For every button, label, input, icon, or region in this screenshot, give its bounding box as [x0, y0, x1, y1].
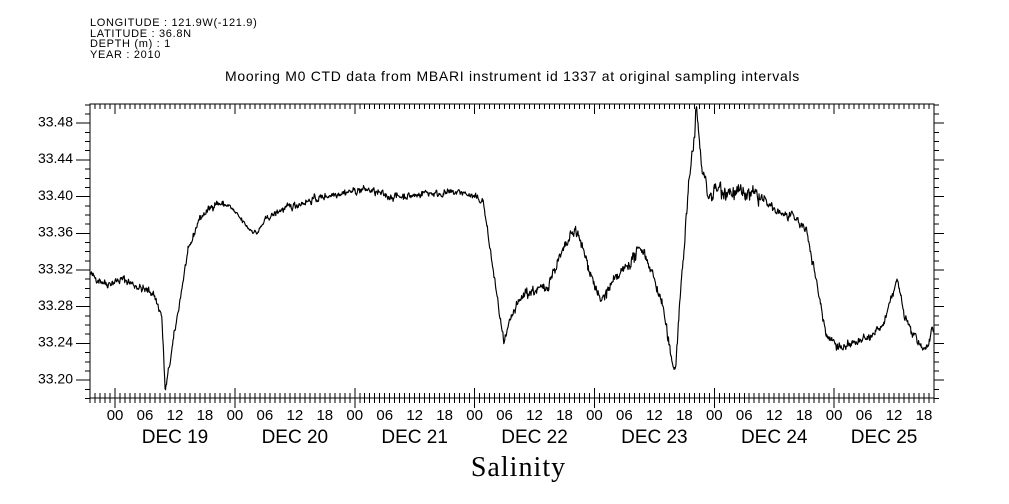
svg-text:00: 00	[107, 407, 124, 424]
svg-text:12: 12	[766, 407, 783, 424]
svg-text:00: 00	[826, 407, 843, 424]
svg-text:06: 06	[137, 407, 154, 424]
svg-text:18: 18	[436, 407, 453, 424]
svg-text:DEC 22: DEC 22	[501, 427, 568, 448]
svg-text:33.36: 33.36	[38, 224, 73, 240]
svg-text:33.32: 33.32	[38, 260, 73, 276]
svg-text:33.28: 33.28	[38, 297, 73, 313]
svg-text:12: 12	[167, 407, 184, 424]
svg-text:33.20: 33.20	[38, 370, 73, 386]
svg-text:33.48: 33.48	[38, 114, 73, 130]
svg-text:12: 12	[406, 407, 423, 424]
svg-text:06: 06	[257, 407, 274, 424]
svg-text:18: 18	[796, 407, 813, 424]
svg-text:12: 12	[886, 407, 903, 424]
svg-text:06: 06	[496, 407, 513, 424]
svg-text:33.24: 33.24	[38, 334, 73, 350]
svg-text:06: 06	[856, 407, 873, 424]
svg-text:18: 18	[916, 407, 933, 424]
svg-text:DEC 21: DEC 21	[381, 427, 448, 448]
svg-text:06: 06	[736, 407, 753, 424]
svg-text:12: 12	[286, 407, 303, 424]
svg-text:00: 00	[706, 407, 723, 424]
svg-text:DEC 25: DEC 25	[851, 427, 918, 448]
svg-text:18: 18	[316, 407, 333, 424]
svg-text:DEC 23: DEC 23	[621, 427, 688, 448]
svg-text:12: 12	[526, 407, 543, 424]
svg-text:18: 18	[676, 407, 693, 424]
svg-text:18: 18	[556, 407, 573, 424]
svg-text:00: 00	[346, 407, 363, 424]
svg-text:06: 06	[376, 407, 393, 424]
svg-text:18: 18	[197, 407, 214, 424]
svg-text:06: 06	[616, 407, 633, 424]
svg-text:DEC 20: DEC 20	[262, 427, 329, 448]
svg-text:00: 00	[586, 407, 603, 424]
svg-text:00: 00	[466, 407, 483, 424]
svg-text:33.40: 33.40	[38, 187, 73, 203]
svg-text:12: 12	[646, 407, 663, 424]
svg-text:DEC 24: DEC 24	[741, 427, 808, 448]
svg-text:33.44: 33.44	[38, 150, 73, 166]
svg-text:00: 00	[227, 407, 244, 424]
svg-text:DEC 19: DEC 19	[142, 427, 209, 448]
